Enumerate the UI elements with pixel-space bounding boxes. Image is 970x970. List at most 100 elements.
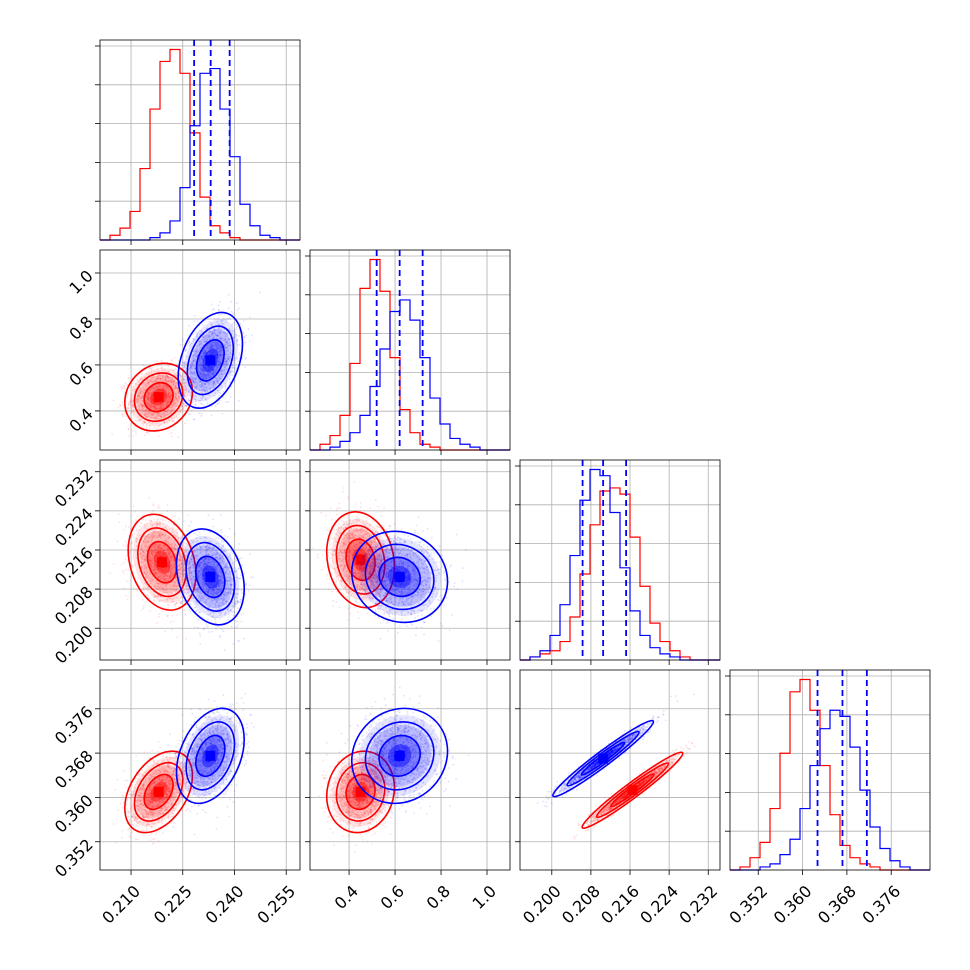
sample-point: [218, 354, 221, 357]
sample-point: [162, 387, 165, 390]
sample-point: [144, 409, 147, 411]
sample-point: [173, 387, 176, 389]
sample-point: [144, 512, 147, 515]
sample-point: [142, 598, 144, 601]
sample-point: [171, 515, 174, 518]
sample-point: [199, 372, 202, 375]
sample-point: [136, 529, 138, 531]
sample-point: [192, 377, 194, 379]
sample-point: [189, 343, 192, 346]
sample-point: [244, 358, 247, 360]
sample-point: [198, 365, 201, 368]
sample-point: [202, 355, 204, 358]
histogram-blue: [520, 468, 720, 661]
sample-point: [172, 400, 175, 403]
sample-point: [187, 324, 190, 327]
sample-point: [165, 375, 167, 378]
sample-point: [141, 406, 143, 409]
sample-point: [191, 372, 194, 375]
sample-point: [219, 337, 222, 340]
sample-point: [220, 313, 223, 316]
sample-point: [146, 393, 149, 396]
sample-point: [132, 536, 135, 538]
sample-point: [144, 519, 147, 522]
sample-point: [150, 379, 153, 382]
sample-point: [236, 339, 239, 342]
sample-point: [146, 410, 149, 413]
sample-point: [205, 351, 208, 354]
sample-point: [201, 368, 204, 370]
sample-point: [199, 367, 202, 370]
sample-point: [166, 375, 169, 378]
sample-point: [148, 392, 151, 395]
sample-point: [170, 629, 173, 631]
sample-point: [159, 385, 162, 388]
sample-point: [201, 356, 204, 359]
sample-point: [165, 410, 168, 413]
sample-point: [177, 395, 180, 398]
sample-point: [171, 403, 173, 406]
sample-point: [208, 383, 211, 386]
sample-point: [166, 379, 169, 382]
sample-point: [152, 375, 155, 378]
sample-point: [181, 343, 184, 346]
sample-point: [202, 374, 205, 377]
sample-point: [127, 377, 130, 379]
sample-point: [219, 361, 222, 364]
sample-point: [206, 365, 209, 368]
sample-point: [144, 383, 147, 386]
sample-point: [192, 355, 195, 358]
sample-point: [175, 415, 178, 418]
sample-point: [165, 396, 168, 398]
sample-point: [154, 413, 156, 416]
sample-point: [126, 598, 129, 600]
sample-point: [185, 381, 188, 384]
sample-point: [139, 372, 142, 375]
sample-point: [151, 399, 154, 402]
sample-point: [172, 412, 175, 414]
sample-point: [150, 392, 152, 394]
sample-point: [222, 630, 225, 632]
sample-point: [160, 412, 163, 415]
sample-point: [164, 390, 167, 393]
sample-point: [164, 414, 167, 417]
sample-point: [217, 382, 219, 385]
sample-point: [154, 406, 157, 409]
sample-point: [198, 412, 201, 415]
sample-point: [173, 381, 176, 383]
sample-point: [209, 346, 212, 349]
sample-point: [165, 380, 168, 383]
sample-point: [165, 397, 168, 400]
sample-point: [136, 394, 139, 397]
sample-point: [154, 379, 157, 382]
sample-point: [188, 399, 191, 402]
sample-point: [167, 392, 170, 395]
sample-point: [168, 394, 171, 397]
sample-point: [217, 402, 220, 405]
sample-point: [202, 361, 205, 363]
sample-point: [150, 394, 152, 397]
sample-point: [142, 421, 145, 424]
sample-point: [167, 399, 170, 401]
sample-point: [138, 391, 141, 393]
sample-point: [137, 398, 140, 401]
sample-point: [222, 396, 225, 398]
sample-point: [136, 515, 139, 518]
sample-point: [219, 392, 222, 395]
sample-point: [151, 387, 154, 389]
sample-point: [170, 359, 173, 362]
sample-point: [148, 597, 151, 599]
sample-point: [203, 376, 206, 379]
sample-point: [174, 387, 177, 389]
sample-point: [148, 372, 150, 375]
sample-point: [161, 520, 164, 522]
sample-point: [151, 399, 154, 402]
sample-point: [229, 341, 232, 344]
sample-point: [183, 365, 186, 368]
sample-point: [199, 372, 202, 375]
sample-point: [156, 428, 158, 430]
sample-point: [208, 348, 211, 350]
sample-point: [247, 328, 250, 331]
sample-point: [169, 398, 172, 400]
sample-point: [148, 413, 151, 416]
